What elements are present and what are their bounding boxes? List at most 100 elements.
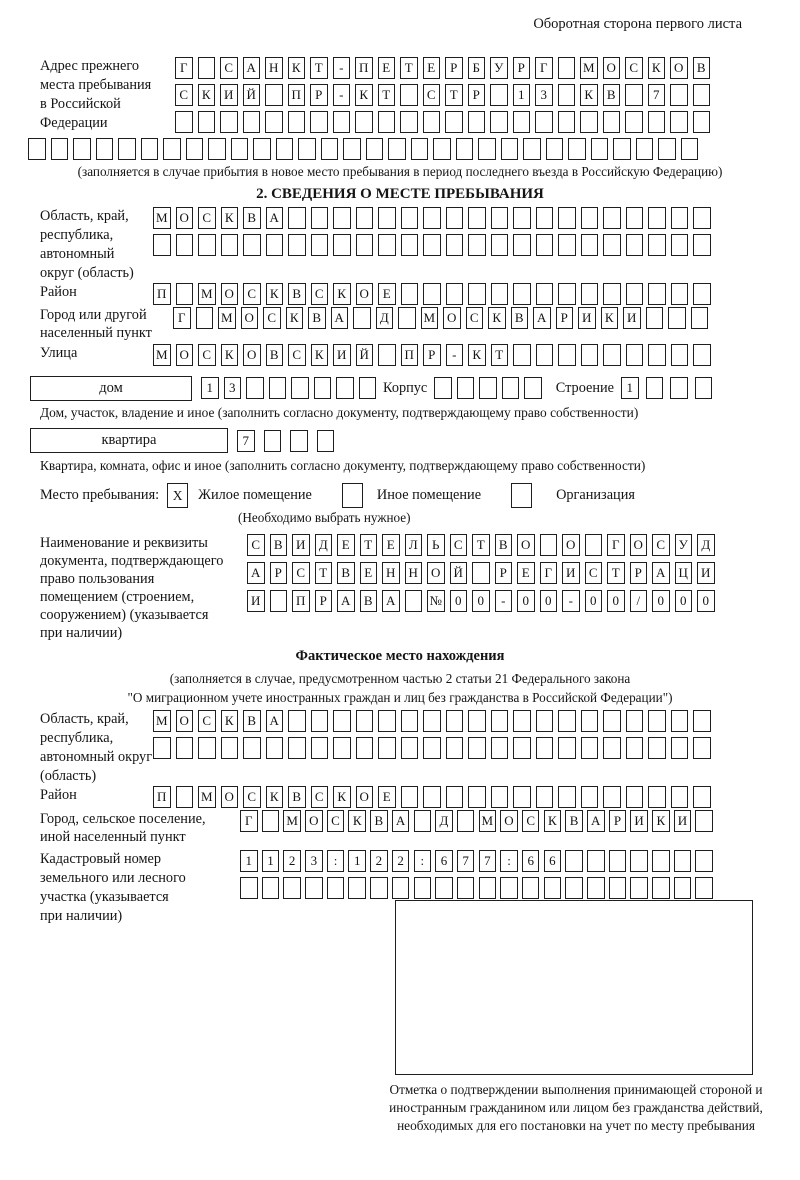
char-box[interactable]: Г [539, 562, 557, 584]
char-box[interactable] [558, 234, 576, 256]
char-box[interactable] [310, 737, 328, 759]
char-box[interactable]: У [674, 534, 692, 556]
char-box[interactable] [332, 111, 350, 133]
char-box[interactable] [140, 138, 158, 160]
char-box[interactable]: В [692, 57, 710, 79]
char-box[interactable]: Т [310, 57, 328, 79]
char-box[interactable] [333, 710, 351, 732]
char-box[interactable]: О [175, 344, 193, 366]
char-box[interactable] [410, 138, 428, 160]
char-box[interactable]: У [490, 57, 508, 79]
char-box[interactable] [472, 562, 490, 584]
char-box[interactable]: С [288, 344, 306, 366]
char-box[interactable]: 7 [478, 850, 497, 872]
char-box[interactable]: - [332, 57, 350, 79]
char-box[interactable] [513, 234, 531, 256]
char-box[interactable] [603, 207, 621, 229]
char-box[interactable]: - [562, 590, 580, 612]
char-box[interactable] [261, 810, 280, 832]
char-box[interactable]: 1 [240, 850, 258, 872]
char-box[interactable] [670, 234, 688, 256]
char-box[interactable] [500, 877, 518, 899]
char-box[interactable] [580, 344, 598, 366]
char-box[interactable]: Е [422, 57, 440, 79]
char-box[interactable]: С [198, 710, 216, 732]
char-box[interactable] [603, 234, 621, 256]
char-box[interactable]: Й [449, 562, 467, 584]
char-box[interactable] [648, 283, 666, 305]
char-box[interactable]: : [413, 850, 431, 872]
char-box[interactable] [413, 810, 431, 832]
char-box[interactable]: М [478, 810, 497, 832]
char-box[interactable]: К [488, 307, 506, 329]
char-box[interactable] [310, 710, 328, 732]
char-box[interactable]: 1 [348, 850, 366, 872]
char-box[interactable] [603, 283, 621, 305]
char-box[interactable] [693, 786, 711, 808]
char-box[interactable] [468, 710, 486, 732]
char-box[interactable] [377, 111, 395, 133]
char-box[interactable] [28, 138, 46, 160]
char-box[interactable]: И [697, 562, 715, 584]
char-box[interactable]: 1 [261, 850, 280, 872]
char-box[interactable]: Г [240, 810, 258, 832]
char-box[interactable]: Н [265, 57, 283, 79]
char-box[interactable] [456, 810, 475, 832]
char-box[interactable] [283, 877, 301, 899]
char-box[interactable]: Т [314, 562, 332, 584]
char-box[interactable]: 1 [201, 377, 219, 399]
char-box[interactable]: С [198, 344, 216, 366]
char-box[interactable] [269, 590, 287, 612]
char-box[interactable] [197, 111, 215, 133]
char-box[interactable] [316, 429, 334, 452]
char-box[interactable] [603, 344, 621, 366]
char-box[interactable]: К [647, 57, 665, 79]
char-box[interactable] [670, 207, 688, 229]
char-box[interactable]: 6 [435, 850, 453, 872]
char-box[interactable]: М [153, 207, 171, 229]
char-box[interactable]: К [600, 307, 618, 329]
char-box[interactable] [490, 207, 508, 229]
char-box[interactable] [513, 710, 531, 732]
char-box[interactable]: 3 [305, 850, 323, 872]
char-box[interactable]: И [333, 344, 351, 366]
char-box[interactable] [648, 234, 666, 256]
char-box[interactable]: 6 [543, 850, 562, 872]
char-box[interactable]: М [283, 810, 301, 832]
char-box[interactable]: Р [423, 344, 441, 366]
char-box[interactable]: О [427, 562, 445, 584]
char-box[interactable] [670, 737, 688, 759]
char-box[interactable]: С [175, 84, 193, 106]
char-box[interactable] [288, 207, 306, 229]
char-box[interactable]: И [630, 810, 648, 832]
char-box[interactable]: С [326, 810, 345, 832]
char-box[interactable]: А [533, 307, 551, 329]
char-box[interactable] [358, 377, 376, 399]
char-box[interactable] [630, 850, 648, 872]
char-box[interactable] [175, 786, 193, 808]
char-box[interactable] [355, 737, 373, 759]
char-box[interactable] [535, 786, 553, 808]
char-box[interactable] [298, 138, 316, 160]
char-box[interactable] [240, 877, 258, 899]
char-box[interactable]: С [243, 283, 261, 305]
char-box[interactable] [625, 283, 643, 305]
char-box[interactable] [603, 737, 621, 759]
char-box[interactable] [490, 786, 508, 808]
char-box[interactable]: Д [314, 534, 332, 556]
char-box[interactable]: 0 [517, 590, 535, 612]
char-box[interactable] [580, 786, 598, 808]
char-box[interactable] [580, 737, 598, 759]
char-box[interactable]: Т [400, 57, 418, 79]
char-box[interactable]: Г [607, 534, 625, 556]
char-box[interactable] [445, 710, 463, 732]
char-box[interactable]: : [326, 850, 345, 872]
char-box[interactable]: А [247, 562, 265, 584]
char-box[interactable] [513, 283, 531, 305]
char-box[interactable]: О [355, 283, 373, 305]
char-box[interactable]: О [240, 307, 258, 329]
char-box[interactable]: Е [359, 562, 377, 584]
char-box[interactable] [288, 234, 306, 256]
char-box[interactable] [445, 111, 463, 133]
char-box[interactable] [290, 429, 308, 452]
